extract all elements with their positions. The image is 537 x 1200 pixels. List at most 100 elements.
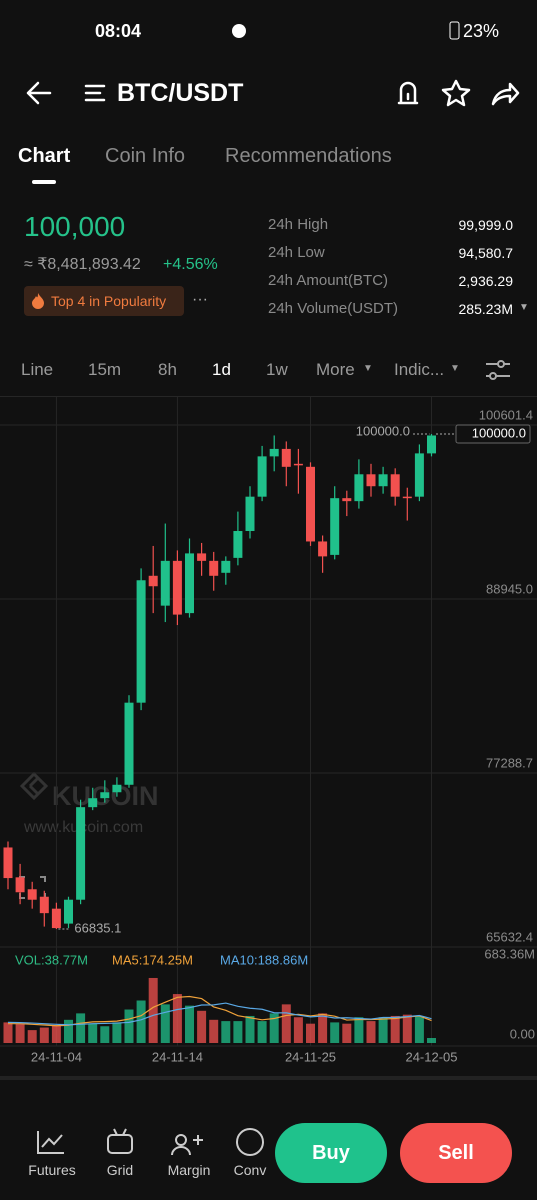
badge[interactable]: Top 4 in Popularity bbox=[24, 286, 184, 316]
candle-body bbox=[306, 466, 315, 542]
interval[interactable]: 15m bbox=[88, 360, 122, 379]
interval[interactable]: More bbox=[316, 360, 355, 379]
volume-bar bbox=[160, 1004, 170, 1043]
interval[interactable]: 8h bbox=[158, 360, 177, 379]
nav-item[interactable]: Futures bbox=[28, 1162, 76, 1178]
badge-text: Top 4 in Popularity bbox=[51, 293, 167, 309]
more-dots[interactable]: ··· bbox=[192, 291, 208, 308]
volume-bar bbox=[3, 1022, 13, 1043]
candle-body bbox=[330, 498, 340, 555]
candle-body bbox=[27, 889, 37, 900]
tab-indicator bbox=[32, 180, 56, 184]
chart: KUCOIN www.kucoin.com 100601.488945.0772… bbox=[0, 396, 537, 1080]
tab[interactable]: Coin Info bbox=[105, 145, 186, 167]
buy-label: Buy bbox=[312, 1142, 350, 1164]
volume-bar bbox=[390, 1015, 400, 1043]
volume-bar bbox=[378, 1017, 388, 1043]
interval[interactable]: 1d bbox=[212, 360, 231, 379]
tab[interactable]: Chart bbox=[18, 145, 71, 167]
candle-body bbox=[185, 553, 194, 614]
volume-bar bbox=[354, 1017, 364, 1043]
dropdown[interactable]: ▼ bbox=[519, 302, 529, 313]
volume-bar bbox=[172, 994, 182, 1043]
stat-label: 24h Low bbox=[268, 244, 325, 261]
ma5-line bbox=[8, 995, 432, 1027]
interval[interactable]: Line bbox=[21, 360, 54, 379]
volume-bar bbox=[88, 1023, 98, 1043]
favorite[interactable] bbox=[441, 79, 471, 107]
volume-bar bbox=[51, 1024, 61, 1043]
candle-body bbox=[39, 896, 49, 914]
volume-bar bbox=[136, 1000, 146, 1043]
candle-body bbox=[233, 531, 243, 558]
battery: 23% bbox=[463, 21, 500, 41]
y-tick-label: 65632.4 bbox=[486, 929, 533, 944]
fiat-price: ≈ ₹8,481,893.42 bbox=[24, 256, 141, 273]
interval[interactable]: 1w bbox=[266, 360, 288, 379]
candle-body bbox=[136, 580, 146, 703]
volume-bar bbox=[39, 1027, 49, 1043]
stat-label: 24h Volume(USDT) bbox=[268, 300, 399, 317]
candle-body bbox=[342, 498, 352, 502]
candle-body bbox=[160, 560, 170, 606]
x-tick-label: 24-12-05 bbox=[405, 1049, 457, 1064]
x-tick-label: 24-11-25 bbox=[285, 1049, 336, 1064]
volume-bar bbox=[306, 1023, 315, 1043]
volume-bar bbox=[342, 1023, 352, 1043]
candle-body bbox=[124, 702, 134, 785]
volume-bar bbox=[148, 977, 158, 1043]
candle-body bbox=[76, 807, 86, 900]
header-icons bbox=[26, 21, 520, 107]
interval-caret: ▼ bbox=[450, 363, 460, 374]
watermark-icon bbox=[19, 771, 49, 801]
y-tick-label: 88945.0 bbox=[486, 581, 533, 596]
nav-icons bbox=[37, 1128, 264, 1156]
tab[interactable]: Recommendations bbox=[225, 145, 392, 167]
divider bbox=[0, 1076, 537, 1080]
volume-bar bbox=[197, 1010, 207, 1043]
stat-label: 24h Amount(BTC) bbox=[268, 272, 389, 289]
volume-legend: VOL:38.77M bbox=[15, 952, 88, 967]
menu[interactable] bbox=[84, 84, 106, 102]
low-marker-label: 66835.1 bbox=[74, 920, 121, 935]
candle-body bbox=[64, 899, 73, 924]
volume-bar bbox=[100, 1026, 110, 1043]
volume-bar bbox=[293, 1017, 303, 1043]
buy-button[interactable]: Buy bbox=[275, 1123, 387, 1183]
candle-body bbox=[209, 560, 219, 576]
candle-body bbox=[221, 560, 231, 573]
sell-button[interactable]: Sell bbox=[400, 1123, 512, 1183]
stat-value: 2,936.29 bbox=[458, 273, 514, 289]
volume-bar bbox=[414, 1015, 424, 1043]
current-price-box bbox=[455, 424, 531, 444]
y-tick-label: 77288.7 bbox=[486, 755, 533, 770]
candle-body bbox=[172, 560, 182, 615]
candle-body bbox=[269, 448, 279, 457]
interval[interactable]: Indic... bbox=[394, 360, 445, 379]
volume-tick-label: 0.00 bbox=[510, 1026, 535, 1041]
volume-bar bbox=[427, 1038, 436, 1043]
nav-item[interactable]: Conv bbox=[233, 1162, 267, 1178]
alert[interactable] bbox=[397, 81, 419, 105]
back[interactable] bbox=[26, 81, 52, 105]
volume-bar bbox=[185, 1005, 194, 1043]
ma10-line bbox=[7, 1002, 432, 1026]
share[interactable] bbox=[491, 82, 520, 106]
candle-body bbox=[414, 453, 424, 497]
volume-bar bbox=[245, 1015, 255, 1043]
status-time: 08:04 bbox=[95, 21, 142, 41]
volume-bar bbox=[112, 1022, 122, 1043]
chart-settings[interactable] bbox=[484, 358, 512, 382]
volume-bar bbox=[27, 1030, 37, 1043]
candle-body bbox=[390, 474, 400, 497]
candle-body bbox=[100, 792, 110, 799]
nav-item[interactable]: Margin bbox=[167, 1162, 211, 1178]
volume-bar bbox=[257, 1021, 267, 1043]
candle-body bbox=[197, 553, 207, 561]
volume-bar bbox=[330, 1022, 340, 1043]
nav-item[interactable]: Grid bbox=[106, 1162, 134, 1178]
last-price: 100,000 bbox=[24, 211, 126, 242]
flame bbox=[32, 293, 44, 309]
volume-bar bbox=[269, 1013, 279, 1043]
